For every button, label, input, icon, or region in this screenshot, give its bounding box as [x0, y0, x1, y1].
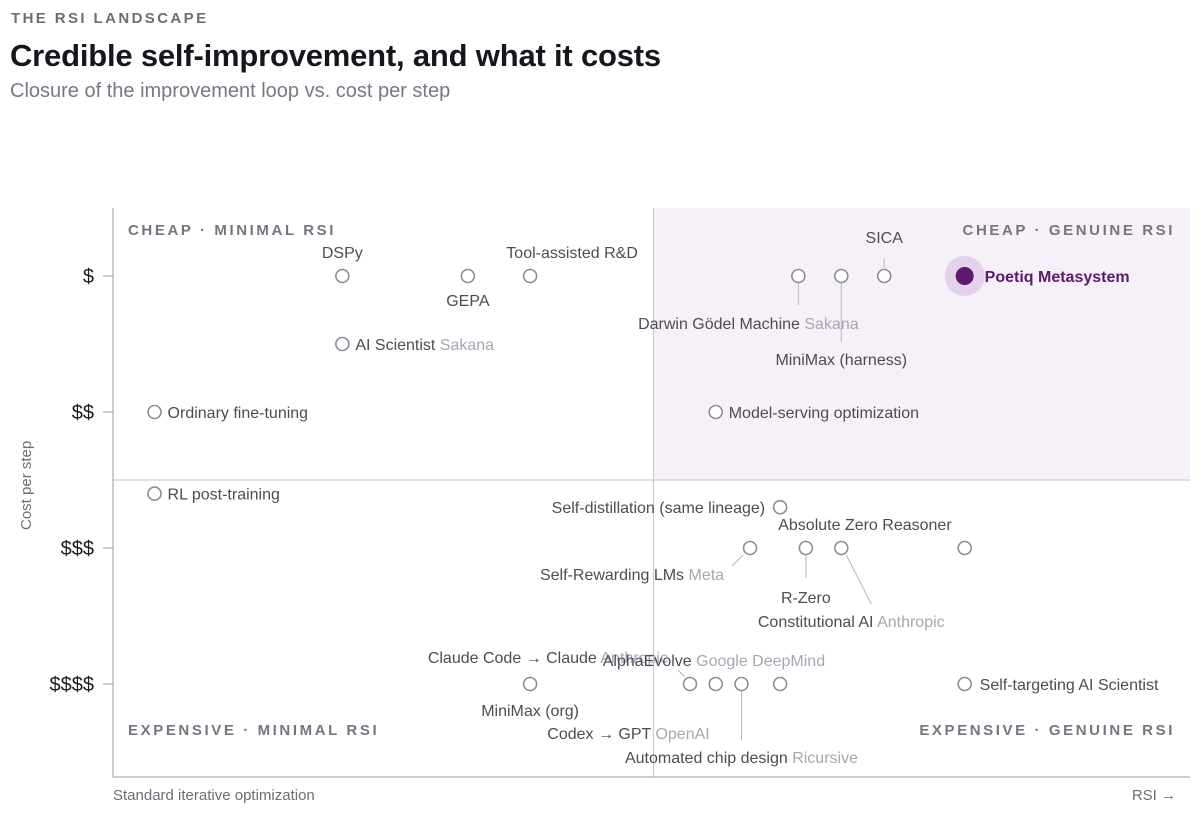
y-tick-label: $ [83, 266, 94, 288]
point-ai-scientist [335, 336, 350, 352]
point-rl-post-training [147, 486, 162, 501]
y-tick-label: $$$$ [50, 674, 95, 696]
point-org: OpenAI [651, 726, 710, 743]
point-name: Claude Code → Claude [428, 650, 597, 667]
point-org: Sakana [800, 316, 859, 333]
point-org: Anthropic [597, 650, 668, 667]
point-name: AlphaEvolve [603, 653, 692, 670]
point-gepa [460, 268, 476, 284]
x-axis-label-left: Standard iterative optimization [113, 787, 315, 804]
point-absolute-zero-reasoner [957, 540, 972, 556]
point-name: AI Scientist [355, 337, 436, 354]
point-automated-chip-design [734, 676, 749, 692]
point-name: Model-serving optimization [729, 405, 919, 422]
point-name: GEPA [446, 293, 490, 310]
point-label-tool-assisted-r-d: Tool-assisted R&D [506, 245, 638, 262]
point-label-automated-chip-design: Automated chip design Ricursive [625, 750, 858, 767]
point-minimax-org [522, 676, 538, 692]
point-label-minimax-org: MiniMax (org) [481, 703, 579, 720]
point-claude-code-claude [682, 676, 698, 692]
point-name: Ordinary fine-tuning [168, 405, 309, 422]
point-name: SICA [866, 230, 904, 247]
point-label-r-zero: R-Zero [781, 590, 831, 607]
point-label-darwin-g-del-machine: Darwin Gödel Machine Sakana [638, 316, 859, 333]
point-label-dspy: DSPy [322, 245, 363, 262]
point-name: Absolute Zero Reasoner [778, 517, 952, 534]
highlight-region [653, 208, 1190, 480]
point-constitutional-ai [833, 540, 849, 556]
point-label-self-targeting-ai-scientist: Self-targeting AI Scientist [980, 677, 1159, 694]
point-name: R-Zero [781, 590, 831, 607]
point-label-self-distillation-same-lineage: Self-distillation (same lineage) [552, 500, 765, 517]
y-axis-title: Cost per step [18, 440, 35, 530]
point-label-self-rewarding-lms: Self-Rewarding LMs Meta [540, 567, 724, 584]
point-alphaevolve [772, 676, 788, 692]
point-label-rl-post-training: RL post-training [168, 487, 280, 504]
quadrant-label-cheap-genuine: CHEAP · GENUINE RSI [962, 222, 1175, 239]
point-org: Ricursive [788, 750, 858, 767]
chart-subtitle: Closure of the improvement loop vs. cost… [10, 80, 451, 102]
leader-line-claude-code-claude [677, 669, 686, 678]
point-self-rewarding-lms [742, 540, 758, 556]
point-name: RL post-training [168, 487, 280, 504]
point-sica [876, 268, 892, 284]
point-self-distillation-same-lineage [772, 499, 788, 515]
point-name: Poetiq Metasystem [985, 269, 1130, 286]
point-name: DSPy [322, 245, 363, 262]
point-label-sica: SICA [866, 230, 904, 247]
point-dspy [335, 268, 350, 284]
point-name: Self-targeting AI Scientist [980, 677, 1159, 694]
point-label-poetiq-metasystem: Poetiq Metasystem [985, 269, 1130, 286]
point-codex-gpt [708, 676, 724, 692]
point-name: Constitutional AI [758, 614, 874, 631]
point-label-minimax-harness: MiniMax (harness) [775, 352, 907, 369]
point-label-model-serving-optimization: Model-serving optimization [729, 405, 919, 422]
point-darwin-g-del-machine [791, 268, 806, 284]
quadrant-label-expensive-genuine: EXPENSIVE · GENUINE RSI [919, 722, 1175, 739]
point-name: Darwin Gödel Machine [638, 316, 800, 333]
point-poetiq-metasystem [955, 267, 974, 285]
point-model-serving-optimization [708, 404, 724, 420]
point-label-codex-gpt: Codex → GPT OpenAI [547, 726, 709, 743]
point-name: Codex → GPT [547, 726, 651, 743]
point-name: Tool-assisted R&D [506, 245, 638, 262]
point-name: Self-distillation (same lineage) [552, 500, 765, 517]
point-org: Anthropic [874, 614, 945, 631]
y-tick-label: $$$ [61, 538, 94, 560]
point-label-alphaevolve: AlphaEvolve Google DeepMind [603, 653, 825, 670]
point-self-targeting-ai-scientist [957, 676, 972, 692]
point-label-ordinary-fine-tuning: Ordinary fine-tuning [168, 405, 309, 422]
quadrant-label-expensive-minimal: EXPENSIVE · MINIMAL RSI [128, 722, 380, 739]
point-tool-assisted-r-d [522, 268, 538, 284]
leader-line-constitutional-ai [845, 554, 872, 605]
eyebrow-label: THE RSI LANDSCAPE [11, 10, 209, 27]
quadrant-label-cheap-minimal: CHEAP · MINIMAL RSI [128, 222, 337, 239]
point-org: Sakana [435, 337, 494, 354]
leader-line-self-rewarding-lms [731, 554, 744, 567]
x-axis-label-right: RSI → [1131, 787, 1176, 804]
chart-title: Credible self-improvement, and what it c… [10, 38, 661, 73]
y-tick-label: $$ [72, 402, 94, 424]
point-name: Automated chip design [625, 750, 788, 767]
point-ordinary-fine-tuning [147, 404, 162, 420]
point-org: Google DeepMind [692, 653, 825, 670]
point-name: MiniMax (harness) [775, 352, 907, 369]
point-r-zero [798, 540, 814, 556]
point-label-absolute-zero-reasoner: Absolute Zero Reasoner [778, 517, 952, 534]
point-label-gepa: GEPA [446, 293, 490, 310]
point-label-claude-code-claude: Claude Code → Claude Anthropic [428, 650, 668, 667]
point-name: MiniMax (org) [481, 703, 579, 720]
point-org: Meta [684, 567, 724, 584]
point-minimax-harness [833, 268, 849, 284]
point-name: Self-Rewarding LMs [540, 567, 684, 584]
point-label-ai-scientist: AI Scientist Sakana [355, 337, 494, 354]
point-label-constitutional-ai: Constitutional AI Anthropic [758, 614, 945, 631]
